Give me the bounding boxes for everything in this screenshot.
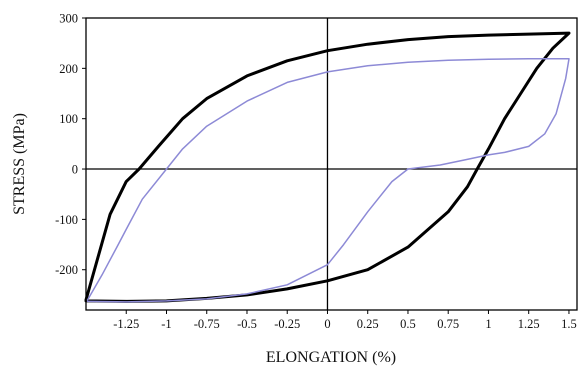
ticks-layer: -1.25 -1 -0.75 -0.5 -0.25 0 0.25 0.5 0.75 1 1.25 1.… — [55, 12, 577, 332]
y-tick-label: -200 — [55, 263, 78, 277]
x-tick-label: 1 — [485, 317, 491, 331]
y-tick-label: 200 — [59, 62, 78, 76]
series-2-line — [86, 58, 570, 303]
plot-frame — [85, 17, 578, 311]
zero-lines — [86, 18, 577, 310]
x-tick-label: 0.5 — [400, 317, 416, 331]
x-tick-label: -1 — [161, 317, 171, 331]
x-tick-label: 1.5 — [561, 317, 577, 331]
y-tick-label: 0 — [72, 163, 78, 177]
x-tick-label: -1.25 — [113, 317, 139, 331]
y-tick-label: -100 — [55, 213, 78, 227]
x-tick-label: 0.25 — [357, 317, 379, 331]
y-tick-label: 100 — [59, 112, 78, 126]
y-tick-label: 300 — [59, 12, 78, 26]
x-tick-label: -0.25 — [274, 317, 300, 331]
x-tick-label: -0.75 — [194, 317, 220, 331]
x-axis-title: ELONGATION (%) — [266, 349, 396, 366]
y-axis-title: STRESS (MPa) — [11, 113, 28, 215]
series-layer — [84, 31, 571, 303]
x-tick-label: 1.25 — [518, 317, 540, 331]
series-1-line — [84, 31, 571, 303]
x-tick-label: 0.75 — [437, 317, 459, 331]
x-tick-label: 0 — [324, 317, 330, 331]
x-tick-label: -0.5 — [237, 317, 257, 331]
